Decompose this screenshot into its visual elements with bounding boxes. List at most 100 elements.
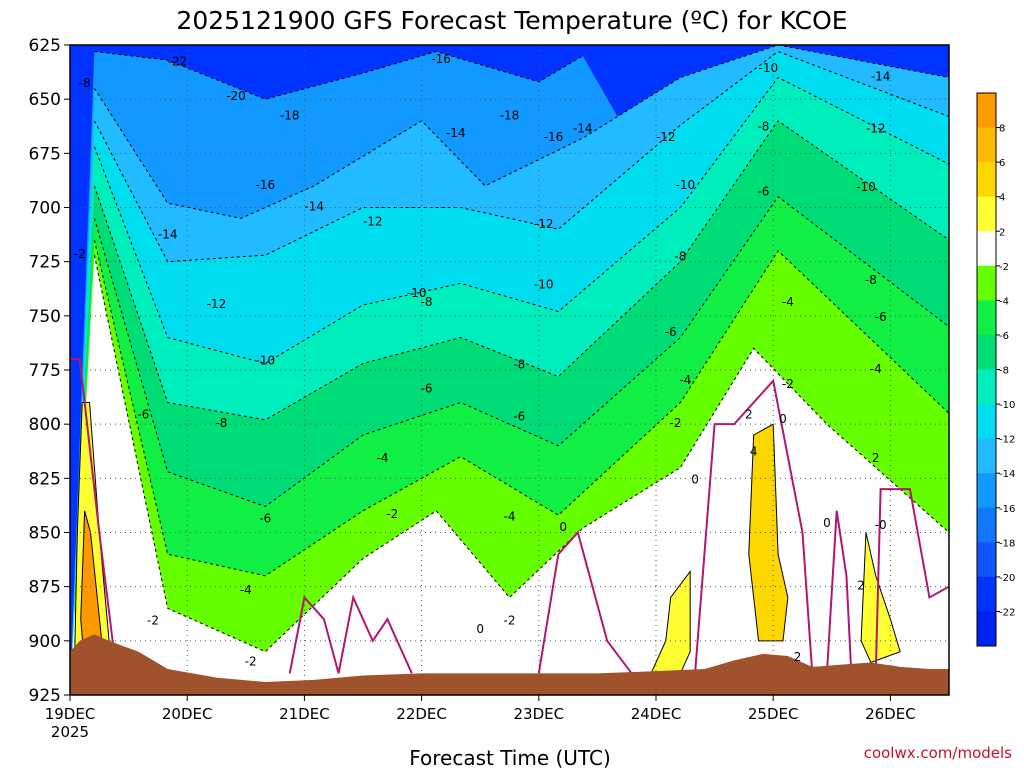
contour-label: -14 <box>304 200 324 214</box>
colorbar-label: -10 <box>999 400 1015 411</box>
y-tick-label: 625 <box>29 36 61 56</box>
contour-label: -4 <box>240 583 252 597</box>
contour-label: -10 <box>407 286 427 300</box>
x-tick-label: 24DEC <box>631 705 682 723</box>
contour-label: -8 <box>865 273 877 287</box>
contour-label: -16 <box>256 178 276 192</box>
contour-label: 0 <box>779 412 787 426</box>
contour-label: 2 <box>745 408 753 422</box>
terrain <box>70 634 949 695</box>
colorbar-swatch <box>977 231 996 267</box>
contour-label: -14 <box>871 70 891 84</box>
isotherm-line <box>93 120 949 421</box>
x-tick-label: 25DEC <box>748 705 799 723</box>
colorbar-label: -22 <box>999 607 1015 618</box>
contour-label: -14 <box>158 228 178 242</box>
y-tick-label: 750 <box>29 307 61 327</box>
contour-label: -8 <box>215 416 227 430</box>
y-tick-label: 900 <box>29 632 61 652</box>
contour-labels: -22-20-18-16-16-18-16-14-14-14-14-12 -12-… <box>74 52 891 668</box>
contour-label: 0 <box>691 473 699 487</box>
freezing-line <box>288 595 340 674</box>
y-tick-label: 675 <box>29 144 61 164</box>
contour-label: -0 <box>875 518 887 532</box>
grid-lines <box>70 45 949 695</box>
contour-label: -12 <box>866 122 886 136</box>
colorbar-label: 6 <box>999 158 1005 169</box>
contour-label: -8 <box>757 119 769 133</box>
isotherm-line <box>93 239 949 577</box>
contour-label: -2 <box>504 613 516 627</box>
contour-label: -6 <box>137 408 149 422</box>
y-tick-label: 825 <box>29 469 61 489</box>
contour-label: -10 <box>856 180 876 194</box>
x-tick-label: 20DEC <box>162 705 213 723</box>
freezing-line <box>537 530 633 674</box>
contour-label: -14 <box>573 122 593 136</box>
colorbar-label: 8 <box>999 124 1005 135</box>
colorbar-swatch <box>977 576 996 612</box>
colorbar-label: -4 <box>999 296 1009 307</box>
y-tick-label: 725 <box>29 253 61 273</box>
freezing-line <box>694 378 814 674</box>
y-tick-label: 925 <box>29 686 61 706</box>
x-tick-label: 22DEC <box>396 705 447 723</box>
temperature-fills <box>70 45 949 695</box>
contour-label: -10 <box>534 278 554 292</box>
y-tick-label: 850 <box>29 524 61 544</box>
contour-label: -2 <box>74 247 86 261</box>
contour-label: -12 <box>656 130 676 144</box>
contour-label: -6 <box>875 310 887 324</box>
colorbar-label: -6 <box>999 331 1009 342</box>
colorbar-swatch <box>977 93 996 129</box>
contour-label: -6 <box>420 382 432 396</box>
contour-label: -2 <box>782 377 794 391</box>
colorbar-label: 4 <box>999 193 1005 204</box>
contour-label: -6 <box>259 512 271 526</box>
contour-label: 0 <box>823 516 831 530</box>
contour-label: -4 <box>870 362 882 376</box>
isotherm-line <box>93 45 949 219</box>
colorbar-swatch <box>977 265 996 301</box>
plot-area <box>70 45 949 695</box>
colorbar-swatch <box>977 162 996 198</box>
colorbar-label: -8 <box>999 366 1009 377</box>
contour-label: -10 <box>759 61 779 75</box>
x-tick-label: 23DEC <box>514 705 565 723</box>
credit-text: coolwx.com/models <box>864 744 1012 762</box>
y-axis: 625 650 675 700 725 750 775 800 825 850 875 900 925 <box>29 36 70 706</box>
contour-label: -16 <box>431 52 451 66</box>
contour-label: -12 <box>363 215 383 229</box>
contour-label: -16 <box>544 130 564 144</box>
colorbar-swatch <box>977 196 996 232</box>
x-tick-year: 2025 <box>51 723 89 741</box>
contour-label: -12 <box>534 217 554 231</box>
contour-label: 2 <box>872 451 880 465</box>
colorbar-swatch <box>977 127 996 163</box>
contour-label: -22 <box>168 54 188 68</box>
colorbar-label: 2 <box>999 227 1005 238</box>
colorbar-label: -2 <box>999 262 1009 273</box>
contour-label: -4 <box>504 509 516 523</box>
colorbar-label: -14 <box>999 469 1015 480</box>
isotherm-line <box>93 76 949 365</box>
colorbar-swatch <box>977 334 996 370</box>
contour-label: -12 <box>207 297 227 311</box>
y-tick-label: 875 <box>29 578 61 598</box>
colorbar-swatch <box>977 611 996 647</box>
freezing-line <box>825 510 853 674</box>
contour-label: -8 <box>513 358 525 372</box>
contour-label: -4 <box>782 295 794 309</box>
y-tick-label: 775 <box>29 361 61 381</box>
y-tick-label: 700 <box>29 199 61 219</box>
contour-label: -6 <box>665 325 677 339</box>
contour-label: -8 <box>420 295 432 309</box>
contour-label: -8 <box>674 249 686 263</box>
colorbar-swatch <box>977 507 996 543</box>
contour-label: -2 <box>386 507 398 521</box>
colorbar-label: -12 <box>999 435 1015 446</box>
x-tick-label: 26DEC <box>865 705 916 723</box>
y-tick-label: 800 <box>29 415 61 435</box>
